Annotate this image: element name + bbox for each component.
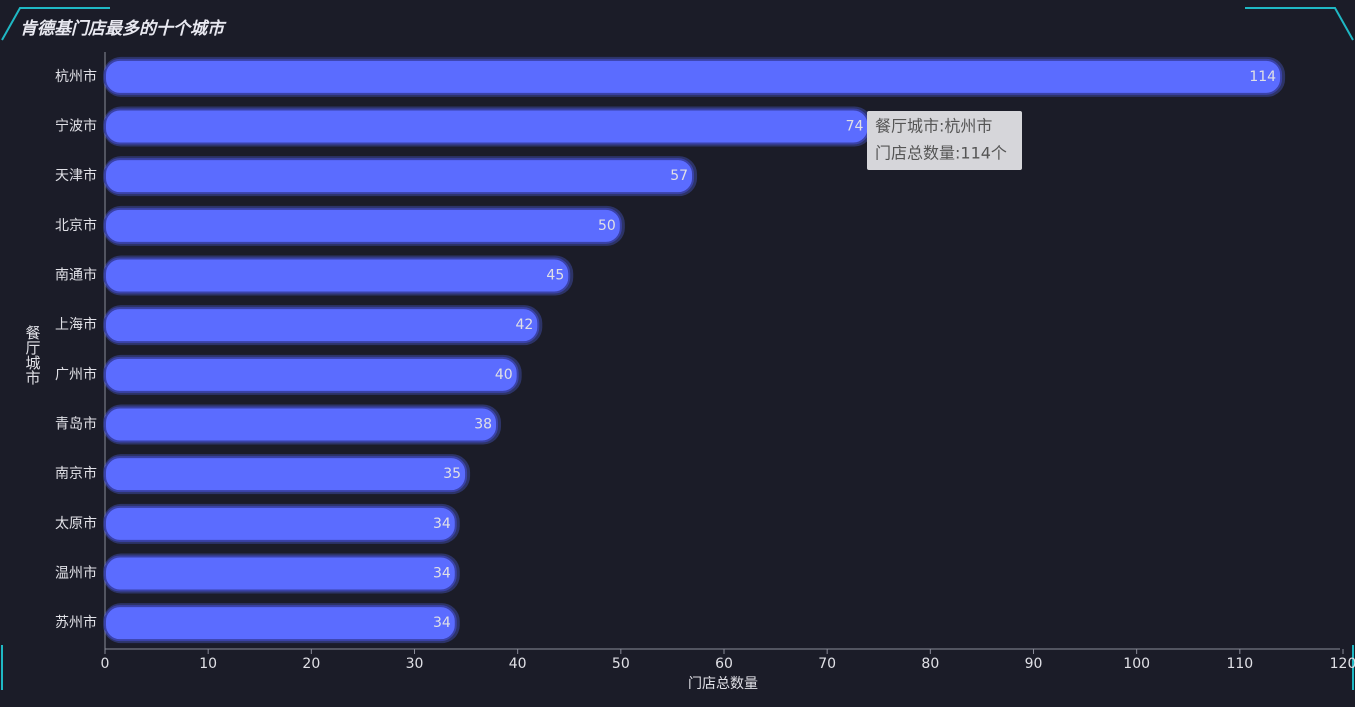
value-label: 34: [433, 615, 451, 631]
value-label: 42: [515, 317, 533, 333]
y-tick-label: 天津市: [55, 167, 97, 184]
value-label: 35: [443, 466, 461, 482]
tooltip-line: 餐厅城市:杭州市: [875, 117, 992, 136]
x-tick-label: 60: [715, 656, 733, 672]
tooltip-box: [867, 111, 1022, 170]
frame-corner: [1, 7, 110, 41]
x-tick-label: 90: [1025, 656, 1043, 672]
x-tick-label: 100: [1123, 656, 1150, 672]
y-tick-label: 杭州市: [55, 68, 97, 85]
bar: [104, 58, 1283, 95]
value-label: 57: [670, 168, 688, 184]
bar: [104, 158, 695, 195]
y-tick-label: 青岛市: [55, 416, 97, 433]
bar: [104, 257, 571, 294]
tooltip-line: 门店总数量:114个: [875, 144, 1007, 163]
bar: [104, 207, 622, 244]
bar: [104, 307, 540, 344]
x-tick-label: 70: [818, 656, 836, 672]
plot: 0 10 20 30 40 50 60 70 80 90 100 110 120 杭州市 114 宁波市 74 天…: [55, 56, 1355, 672]
y-tick-label: 北京市: [55, 217, 97, 234]
bar: [104, 108, 870, 145]
y-tick-label: 太原市: [55, 515, 97, 532]
x-tick-label: 10: [199, 656, 217, 672]
bar: [104, 456, 468, 493]
x-tick-label: 110: [1226, 656, 1253, 672]
x-axis-label: 门店总数量: [688, 676, 758, 692]
x-tick-label: 40: [509, 656, 527, 672]
x-tick-label: 80: [921, 656, 939, 672]
bar: [104, 356, 519, 393]
value-label: 40: [495, 367, 513, 383]
value-label: 34: [433, 566, 451, 582]
y-axis-label: 餐厅城市: [24, 325, 42, 385]
bar: [104, 555, 457, 592]
value-label: 45: [546, 268, 564, 284]
x-tick-label: 120: [1330, 656, 1355, 672]
y-tick-label: 南通市: [55, 267, 97, 284]
x-tick-label: 0: [101, 656, 110, 672]
chart-title: 肯德基门店最多的十个城市: [20, 19, 227, 39]
value-label: 50: [598, 218, 616, 234]
x-tick-label: 50: [612, 656, 630, 672]
tooltip: 餐厅城市:杭州市 门店总数量:114个: [867, 111, 1022, 170]
y-tick-label: 广州市: [55, 366, 97, 383]
y-tick-label: 宁波市: [55, 118, 97, 135]
y-tick-label: 苏州市: [55, 614, 97, 631]
bar: [104, 505, 457, 542]
value-label: 38: [474, 417, 492, 433]
value-label: 74: [846, 119, 864, 135]
x-tick-label: 30: [406, 656, 424, 672]
y-tick-label: 温州市: [55, 565, 97, 582]
x-tick-label: 20: [302, 656, 320, 672]
y-tick-label: 上海市: [55, 316, 97, 333]
frame-corner: [1245, 7, 1354, 41]
y-tick-label: 南京市: [55, 465, 97, 482]
bar: [104, 605, 457, 642]
frame-decoration: [1, 7, 1354, 690]
bar: [104, 406, 499, 443]
value-label: 34: [433, 516, 451, 532]
value-label: 114: [1249, 69, 1276, 85]
